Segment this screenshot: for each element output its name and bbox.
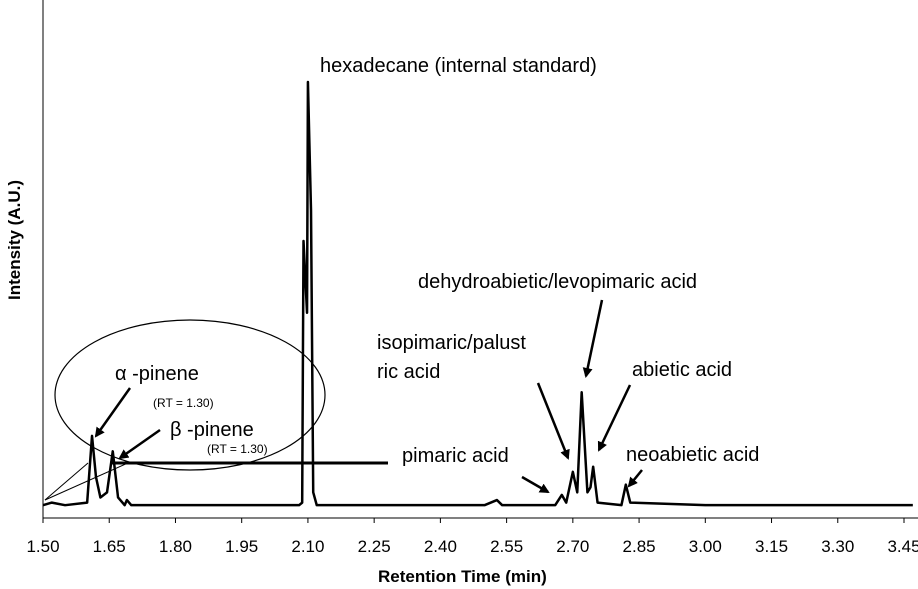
arrow	[94, 387, 132, 438]
annotation: hexadecane (internal standard)	[320, 55, 597, 77]
arrow	[582, 299, 604, 378]
x-tick-label: 2.70	[556, 537, 589, 556]
annotation: pimaric acid	[402, 445, 509, 467]
arrow	[627, 469, 643, 488]
annotation: β -pinene	[170, 419, 254, 441]
arrow	[597, 384, 632, 452]
y-axis-label: Intensity (A.U.)	[5, 180, 24, 300]
annotation: neoabietic acid	[626, 444, 759, 466]
x-axis-label: Retention Time (min)	[378, 567, 547, 586]
annotation: abietic acid	[632, 359, 732, 381]
arrow	[536, 382, 570, 460]
x-tick-label: 3.15	[755, 537, 788, 556]
arrows	[94, 299, 643, 494]
x-tick-label: 1.95	[225, 537, 258, 556]
x-tick-label: 1.65	[93, 537, 126, 556]
x-tick-label: 2.40	[424, 537, 457, 556]
arrow	[118, 428, 161, 460]
annotation: dehydroabietic/levopimaric acid	[418, 271, 697, 293]
x-tick-label: 1.80	[159, 537, 192, 556]
annotation: isopimaric/palust	[377, 332, 526, 354]
x-tick-label: 2.10	[291, 537, 324, 556]
zoom-ellipse	[54, 319, 326, 471]
arrow	[521, 475, 550, 494]
x-tick-label: 3.00	[689, 537, 722, 556]
x-tick-label: 1.50	[26, 537, 59, 556]
zoom-line	[44, 462, 89, 501]
annotation: (RT = 1.30)	[153, 396, 214, 410]
annotation: ric acid	[377, 361, 440, 383]
x-tick-label: 2.55	[490, 537, 523, 556]
x-tick-label: 3.45	[887, 537, 918, 556]
annotation: (RT = 1.30)	[207, 442, 268, 456]
chromatogram-trace	[42, 80, 913, 507]
annotation: α -pinene	[115, 363, 199, 385]
x-tick-label: 2.25	[358, 537, 391, 556]
x-tick-label: 3.30	[821, 537, 854, 556]
x-tick-label: 2.85	[623, 537, 656, 556]
